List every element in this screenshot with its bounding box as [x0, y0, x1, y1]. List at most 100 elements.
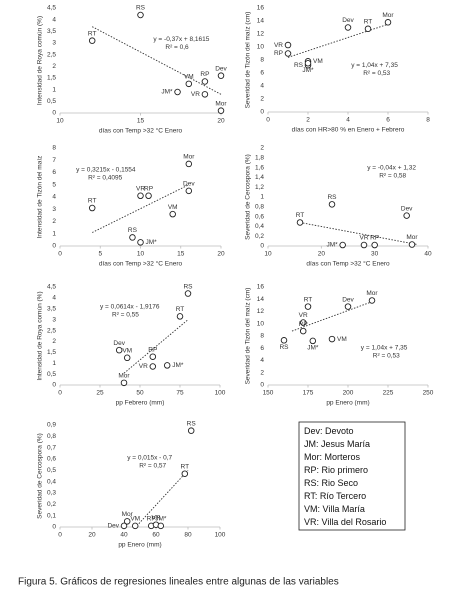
r-squared: R² = 0,4095	[88, 174, 123, 181]
y-tick-label: 10	[257, 44, 265, 51]
point	[123, 354, 131, 362]
point-label: VM	[168, 204, 178, 211]
point-label: RT	[176, 306, 185, 313]
y-tick-label: 2	[260, 369, 264, 376]
x-tick-label: 20	[318, 251, 326, 258]
x-tick-label: 75	[176, 390, 184, 397]
y-tick-label: 10	[257, 320, 265, 327]
point-label: JM*	[146, 239, 158, 246]
y-tick-label: 2	[52, 338, 56, 345]
y-tick-label: 0	[52, 110, 56, 117]
y-tick-label: 0,2	[255, 233, 264, 240]
x-tick-label: 150	[263, 390, 274, 397]
point-label: RP	[200, 71, 209, 78]
y-tick-label: 5	[52, 181, 56, 188]
legend-entry: RP: Rio primero	[304, 465, 368, 475]
point-label: Dev	[401, 205, 413, 212]
y-tick-label: 0	[260, 382, 264, 389]
y-tick-label: 8	[260, 57, 264, 64]
legend-entry: VR: Villa del Rosario	[304, 517, 386, 527]
point	[284, 50, 292, 57]
x-axis-title: días con HR>80 % en Enero + Febrero	[292, 127, 405, 134]
trendline	[291, 301, 373, 332]
point	[137, 192, 144, 200]
point	[88, 37, 96, 44]
y-tick-label: 4	[260, 83, 264, 90]
y-tick-label: 1	[260, 194, 264, 201]
point-label: JM*	[172, 362, 184, 369]
point	[284, 41, 292, 49]
point-label: RT	[88, 198, 97, 205]
point	[120, 379, 128, 387]
point	[184, 290, 192, 297]
point-label: RT	[181, 463, 190, 470]
x-tick-label: 225	[383, 390, 394, 397]
y-tick-label: 0,4	[47, 478, 56, 485]
y-axis-title: Intensidad de Tizón del maíz	[37, 156, 44, 239]
y-tick-label: 3	[52, 316, 56, 323]
y-tick-label: 1,5	[47, 349, 56, 356]
point	[408, 241, 416, 248]
point	[339, 241, 346, 249]
point-label: VM	[313, 58, 323, 65]
point	[149, 353, 157, 360]
legend-entry: RT: Río Tercero	[304, 491, 366, 501]
x-tick-label: 200	[343, 390, 354, 397]
point-label: VR	[136, 185, 145, 192]
point-label: JM*	[307, 345, 319, 352]
y-axis-title: Severidad de Tizón del maíz (cm)	[245, 288, 252, 385]
caption: Figura 5. Gráficos de regresiones lineal…	[18, 577, 339, 588]
point-label: VR	[299, 312, 308, 319]
y-tick-label: 1,8	[255, 155, 264, 162]
point-label: VR	[139, 363, 148, 370]
y-tick-label: 0,6	[47, 456, 56, 463]
x-axis-title: pp Febrero (mm)	[116, 400, 165, 407]
y-tick-label: 4	[52, 16, 56, 23]
point-label: RP	[274, 50, 283, 57]
y-tick-label: 6	[260, 70, 264, 77]
trendline	[299, 222, 418, 245]
point	[145, 192, 152, 200]
y-tick-label: 8	[52, 145, 56, 152]
point	[344, 303, 352, 310]
point-label: Dev	[183, 181, 195, 188]
point-label: VR	[274, 42, 283, 49]
point	[201, 91, 209, 98]
equation: y = 1,04x + 7,35	[351, 62, 398, 69]
y-tick-label: 2,5	[47, 327, 56, 334]
point-label: Dev	[342, 296, 354, 303]
point-label: VM	[337, 336, 347, 343]
y-tick-label: 6	[52, 169, 56, 176]
y-tick-label: 1,2	[255, 184, 264, 191]
y-tick-label: 0	[260, 109, 264, 116]
point-label: Mor	[382, 12, 394, 19]
x-axis-title: días con Temp >32 °C Enero	[99, 127, 183, 135]
point	[368, 297, 376, 304]
legend-entry: VM: Villa María	[304, 504, 365, 514]
point-label: Mor	[118, 373, 130, 380]
x-tick-label: 0	[58, 532, 62, 539]
y-tick-label: 2	[260, 96, 264, 103]
y-tick-label: 0,2	[47, 501, 56, 508]
equation: y = -0,37x + 8,1615	[153, 36, 209, 43]
y-tick-label: 0,5	[47, 371, 56, 378]
point-label: Dev	[107, 523, 119, 530]
point-label: VM	[122, 347, 132, 354]
y-tick-label: 2	[52, 63, 56, 70]
legend-box	[298, 421, 406, 531]
x-axis-title: días con Temp >32 °C Enero	[99, 260, 183, 268]
point	[280, 337, 288, 344]
legend-entry: JM: Jesus María	[304, 439, 370, 449]
point-label: JM*	[302, 67, 314, 74]
r-squared: R² = 0,55	[112, 311, 139, 318]
y-tick-label: 4,5	[47, 284, 56, 291]
y-tick-label: 16	[257, 284, 265, 291]
x-tick-label: 250	[423, 390, 434, 397]
y-tick-label: 2	[52, 218, 56, 225]
point	[185, 187, 193, 195]
point	[304, 60, 312, 67]
x-tick-label: 80	[184, 532, 192, 539]
point	[149, 363, 157, 370]
point	[360, 241, 368, 249]
